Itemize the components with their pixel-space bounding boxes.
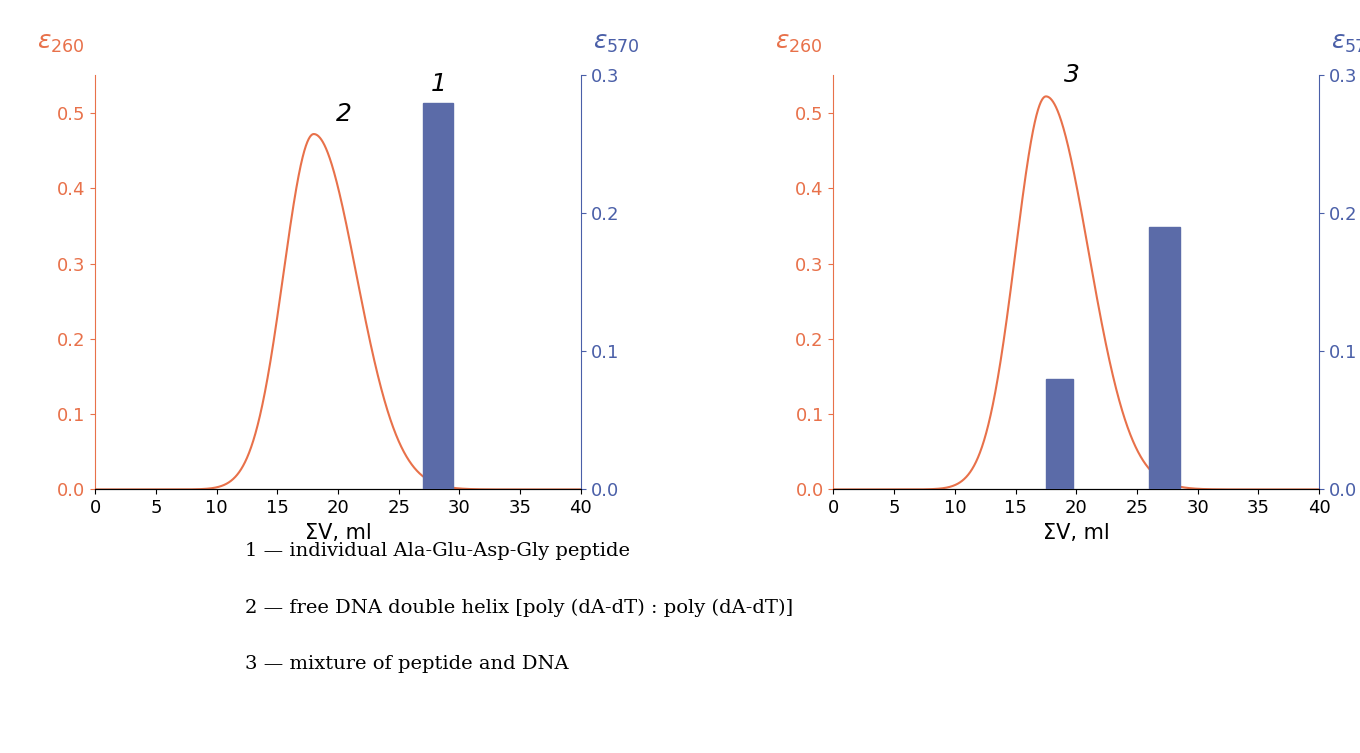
X-axis label: ΣV, ml: ΣV, ml — [305, 523, 371, 543]
Bar — [1046, 379, 1073, 489]
Text: 2: 2 — [336, 102, 351, 126]
Bar — [423, 103, 453, 489]
Text: 3 — mixture of peptide and DNA: 3 — mixture of peptide and DNA — [245, 655, 568, 673]
Text: $\varepsilon_{570}$: $\varepsilon_{570}$ — [593, 31, 639, 55]
Text: $\varepsilon_{260}$: $\varepsilon_{260}$ — [37, 31, 84, 55]
Text: 2 — free DNA double helix [poly (dA-dT) : poly (dA-dT)]: 2 — free DNA double helix [poly (dA-dT) … — [245, 599, 793, 617]
Text: $\varepsilon_{260}$: $\varepsilon_{260}$ — [775, 31, 823, 55]
Text: 3: 3 — [1064, 62, 1080, 87]
Text: 1 — individual Ala-Glu-Asp-Gly peptide: 1 — individual Ala-Glu-Asp-Gly peptide — [245, 542, 630, 560]
Text: 1: 1 — [430, 72, 446, 96]
Bar — [1149, 227, 1179, 489]
X-axis label: ΣV, ml: ΣV, ml — [1043, 523, 1110, 543]
Text: $\varepsilon_{570}$: $\varepsilon_{570}$ — [1331, 31, 1360, 55]
